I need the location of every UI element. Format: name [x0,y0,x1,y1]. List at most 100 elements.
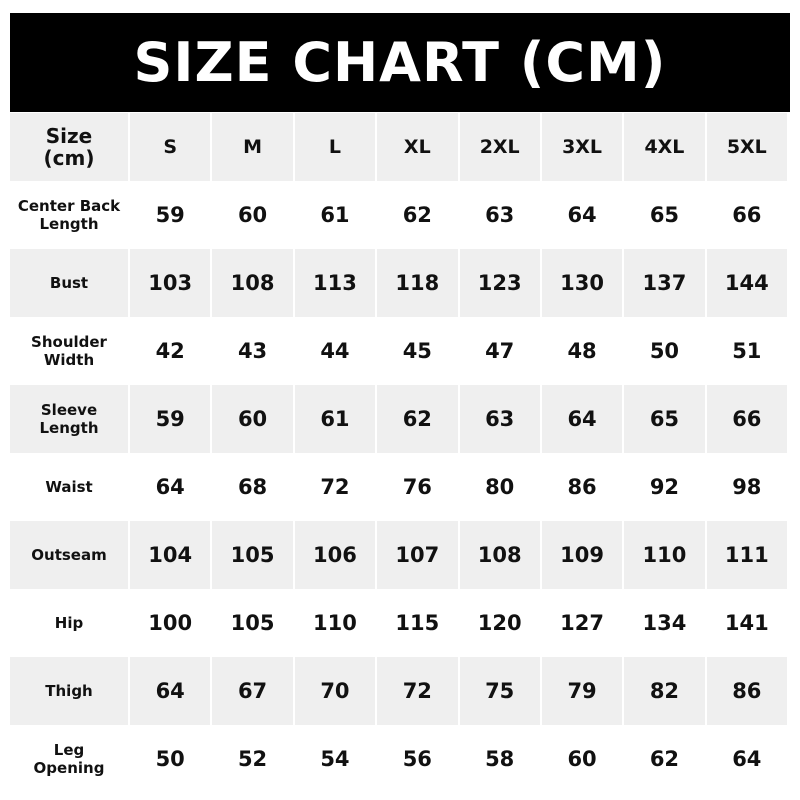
measurement-cell: 144 [706,249,787,317]
measurement-cell: 127 [560,611,604,635]
measurement-cell: 62 [402,203,432,227]
size-header-cell: 4XL [624,113,705,181]
measurement-cell: 45 [402,339,432,363]
measurement-cell: 47 [485,339,515,363]
table-row: Sleeve Length 59 60 61 62 63 64 65 66 [10,385,787,453]
measurement-cell: 62 [377,385,458,453]
measurement-cell: 68 [237,475,268,499]
measurement-cell: 42 [155,339,185,363]
table-row: Outseam 104 105 106 107 108 109 110 111 [10,521,787,589]
measurement-cell: 54 [320,747,350,771]
measurement-cell: 79 [541,657,623,725]
measurement-cell: 103 [130,249,211,317]
measurement-cell: 63 [485,203,515,227]
size-header-cell: 3XL [541,113,623,181]
measurement-cell: 107 [377,521,458,589]
size-header-cell: M [212,113,293,181]
table-row: Thigh 64 67 70 72 75 79 82 86 [10,657,787,725]
measurement-cell: 61 [320,203,350,227]
measurement-cell: 59 [130,385,211,453]
measurement-cell: 105 [230,611,275,635]
measurement-cell: 123 [459,249,540,317]
measurement-cell: 51 [732,339,762,363]
table-row: Waist 64 68 72 76 80 86 92 98 [10,453,787,521]
measurement-cell: 70 [294,657,376,725]
measurement-cell: 59 [155,203,185,227]
measurement-cell: 110 [313,611,357,635]
measurement-cell: 137 [624,249,705,317]
measurement-cell: 80 [485,475,515,499]
size-header-cell: S [130,113,211,181]
measurement-cell: 86 [706,657,787,725]
measurement-cell: 113 [294,249,376,317]
row-label: Thigh [10,657,128,725]
measurement-cell: 104 [130,521,211,589]
measurement-cell: 64 [130,657,211,725]
measurement-cell: 63 [459,385,540,453]
table-row: Shoulder Width 42 43 44 45 47 48 50 51 [10,317,787,385]
row-label: Shoulder Width [31,333,107,369]
row-label: Sleeve Length [10,385,128,453]
size-header-cell: 5XL [706,113,787,181]
row-label: Waist [45,478,93,496]
table-row: Bust 103 108 113 118 123 130 137 144 [10,249,787,317]
measurement-cell: 76 [402,475,432,499]
row-label: Size (cm) [10,113,128,181]
measurement-cell: 60 [567,747,597,771]
measurement-cell: 60 [212,385,293,453]
page-title: SIZE CHART (CM) [133,31,667,94]
measurement-cell: 108 [459,521,540,589]
measurement-cell: 64 [541,385,623,453]
row-label: Center Back Length [17,197,121,233]
measurement-cell: 92 [649,475,680,499]
measurement-cell: 109 [541,521,623,589]
measurement-cell: 82 [624,657,705,725]
header-row: Size (cm) S M L XL 2XL 3XL 4XL 5XL [10,113,787,181]
size-header-cell: XL [377,113,458,181]
measurement-cell: 118 [377,249,458,317]
size-header-cell: 2XL [459,113,540,181]
row-label: Leg Opening [33,741,105,777]
table-row: Leg Opening 50 52 54 56 58 60 62 64 [10,725,787,793]
measurement-cell: 111 [706,521,787,589]
measurement-cell: 120 [477,611,522,635]
measurement-cell: 64 [732,747,762,771]
measurement-cell: 105 [212,521,293,589]
measurement-cell: 115 [395,611,440,635]
measurement-cell: 134 [642,611,687,635]
measurement-cell: 62 [649,747,680,771]
measurement-cell: 58 [485,747,515,771]
row-label: Bust [10,249,128,317]
measurement-cell: 48 [567,339,597,363]
measurement-cell: 61 [294,385,376,453]
measurement-cell: 50 [649,339,680,363]
measurement-cell: 64 [567,203,597,227]
measurement-cell: 100 [148,611,193,635]
measurement-cell: 108 [212,249,293,317]
table-row: Center Back Length 59 60 61 62 63 64 65 66 [10,181,787,249]
title-banner: SIZE CHART (CM) [10,13,790,112]
measurement-cell: 56 [402,747,432,771]
measurement-cell: 72 [377,657,458,725]
measurement-cell: 72 [320,475,350,499]
measurement-cell: 130 [541,249,623,317]
measurement-cell: 60 [237,203,268,227]
row-label: Hip [54,614,84,632]
measurement-cell: 98 [732,475,762,499]
measurement-cell: 64 [155,475,185,499]
measurement-cell: 141 [724,611,769,635]
measurement-cell: 75 [459,657,540,725]
row-label: Outseam [10,521,128,589]
table-row: Hip 100 105 110 115 120 127 134 141 [10,589,787,657]
measurement-cell: 65 [624,385,705,453]
measurement-cell: 110 [624,521,705,589]
measurement-cell: 43 [237,339,268,363]
measurement-cell: 50 [155,747,185,771]
measurement-cell: 66 [732,203,762,227]
measurement-cell: 44 [320,339,350,363]
measurement-cell: 66 [706,385,787,453]
measurement-cell: 65 [649,203,680,227]
size-header-cell: L [294,113,376,181]
measurement-cell: 86 [567,475,597,499]
size-chart-table: Size (cm) S M L XL 2XL 3XL 4XL 5XL Center Back Le… [8,113,789,793]
